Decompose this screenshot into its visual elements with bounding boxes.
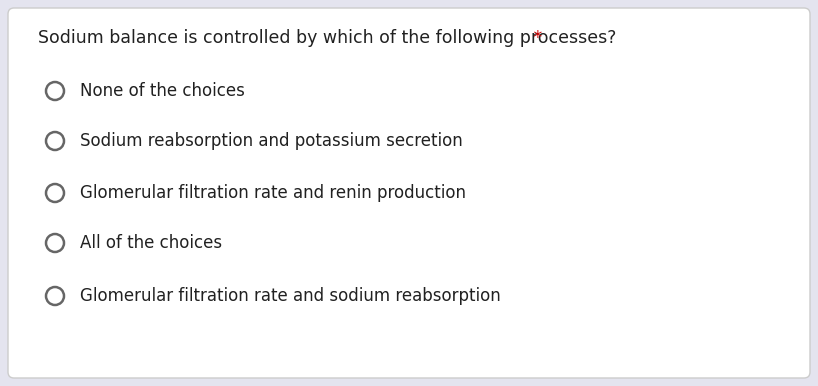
Circle shape xyxy=(46,234,64,252)
Circle shape xyxy=(46,132,64,150)
Text: None of the choices: None of the choices xyxy=(80,82,245,100)
Text: All of the choices: All of the choices xyxy=(80,234,222,252)
Text: Glomerular filtration rate and renin production: Glomerular filtration rate and renin pro… xyxy=(80,184,466,202)
FancyBboxPatch shape xyxy=(8,8,810,378)
Circle shape xyxy=(46,287,64,305)
Text: Sodium reabsorption and potassium secretion: Sodium reabsorption and potassium secret… xyxy=(80,132,463,150)
Text: Glomerular filtration rate and sodium reabsorption: Glomerular filtration rate and sodium re… xyxy=(80,287,501,305)
Text: *: * xyxy=(528,29,542,47)
Circle shape xyxy=(46,184,64,202)
Text: Sodium balance is controlled by which of the following processes?: Sodium balance is controlled by which of… xyxy=(38,29,617,47)
Circle shape xyxy=(46,82,64,100)
